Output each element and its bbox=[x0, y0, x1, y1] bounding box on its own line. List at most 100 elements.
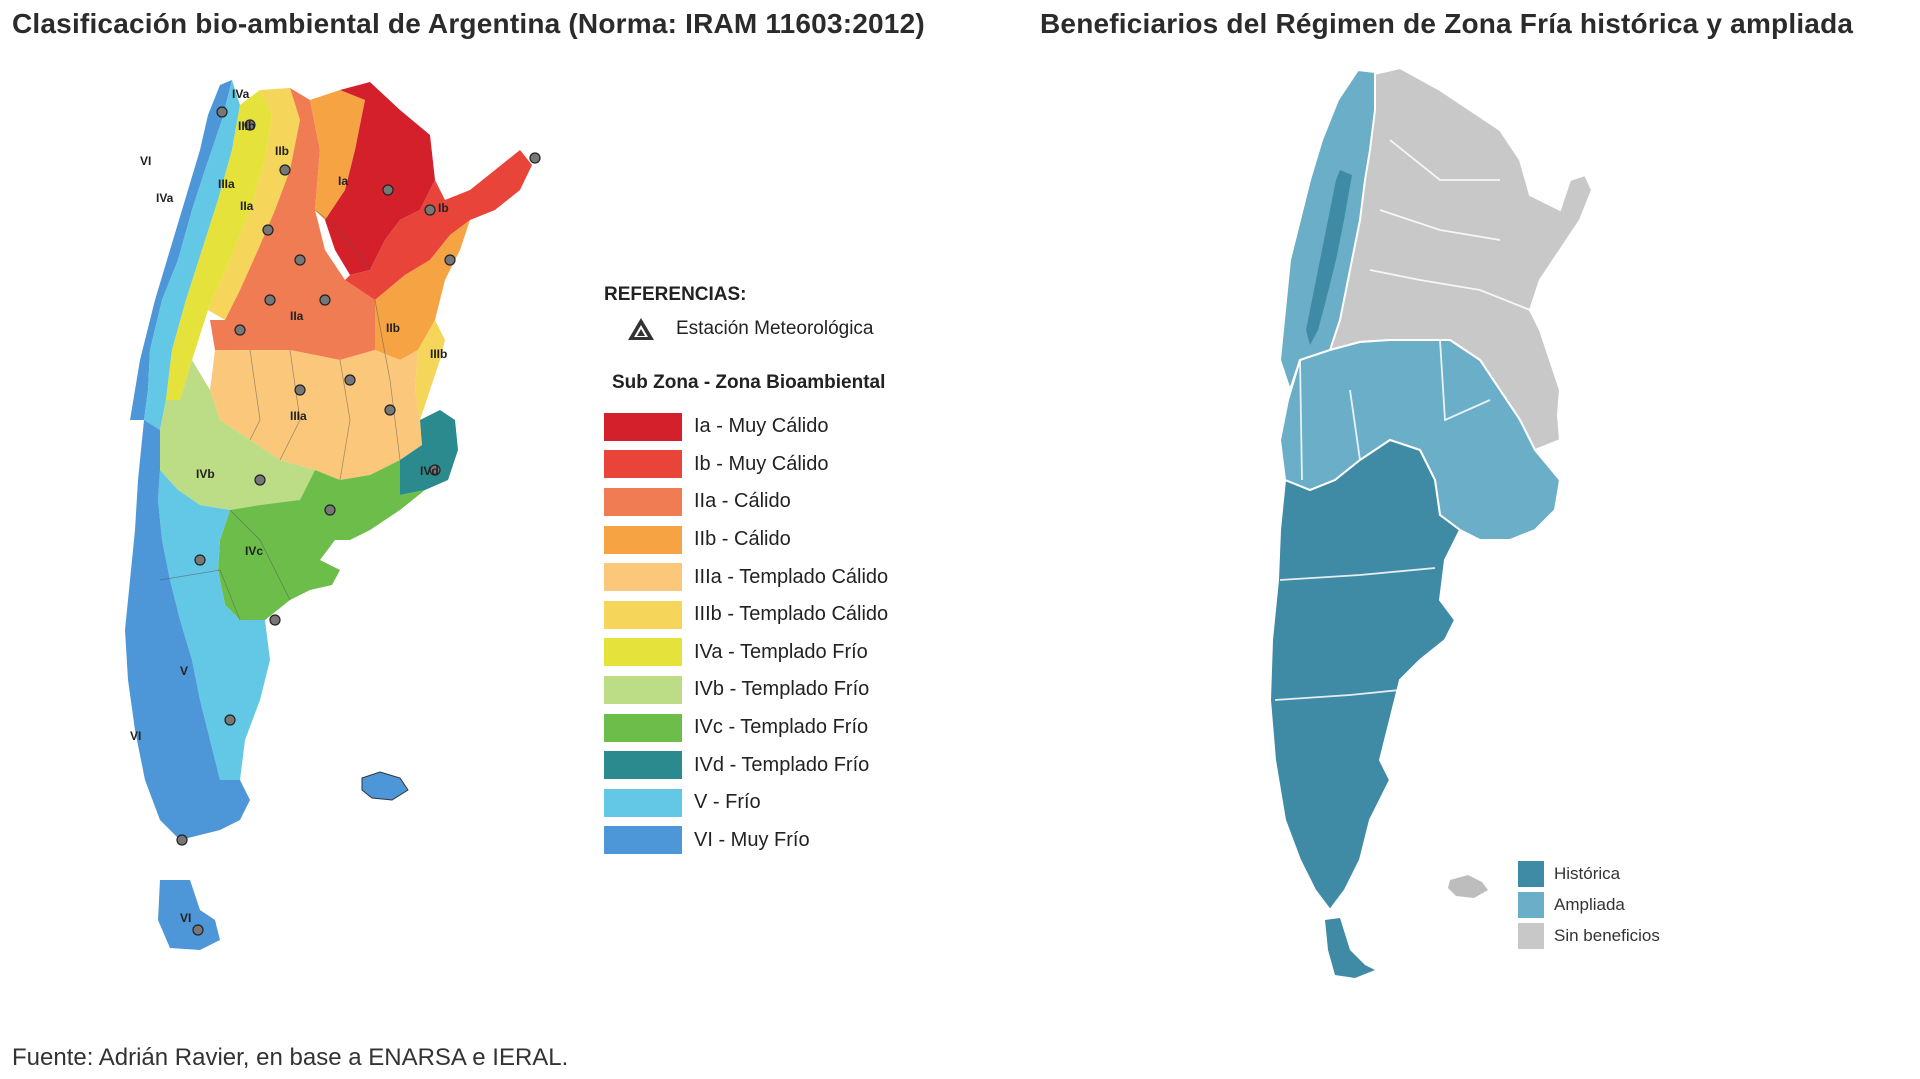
map-label: Ib bbox=[438, 201, 449, 215]
zone-label: IVc - Templado Frío bbox=[694, 716, 869, 739]
zone-label: Ib - Muy Cálido bbox=[694, 452, 829, 475]
zone-ia bbox=[325, 82, 435, 275]
zone-swatch bbox=[604, 600, 682, 629]
map-label: IIIb bbox=[238, 119, 255, 133]
zone-label: VI - Muy Frío bbox=[694, 828, 810, 851]
zone-ivc bbox=[218, 460, 425, 620]
zone-label: IVd - Templado Frío bbox=[694, 753, 870, 776]
map-label: IIa bbox=[240, 199, 254, 213]
references-title: REFERENCIAS: bbox=[604, 284, 747, 305]
map-label: IVb bbox=[196, 467, 215, 481]
zone-legend-item: V - Frío bbox=[604, 784, 944, 822]
zone-legend-item: IVb - Templado Frío bbox=[604, 671, 944, 709]
right-map-title: Beneficiarios del Régimen de Zona Fría h… bbox=[1040, 8, 1854, 39]
zone-swatch bbox=[604, 450, 682, 479]
legend-item-historica: Histórica bbox=[1518, 858, 1660, 889]
legend-swatch bbox=[1518, 860, 1544, 887]
legend-swatch bbox=[1518, 891, 1544, 918]
zone-ib bbox=[345, 150, 532, 300]
map-label: IIIa bbox=[218, 177, 235, 191]
legend-item-ampliada: Ampliada bbox=[1518, 889, 1660, 920]
zone-swatch bbox=[604, 826, 682, 855]
zone-label: IIb - Cálido bbox=[694, 528, 791, 551]
left-map-title: Clasificación bio-ambiental de Argentina… bbox=[12, 8, 925, 39]
map-label: VI bbox=[180, 911, 191, 925]
zone-ivb bbox=[160, 360, 315, 510]
zone-legend-item: IIIb - Templado Cálido bbox=[604, 596, 944, 634]
zone-ivd bbox=[400, 410, 458, 495]
zone-swatch bbox=[604, 487, 682, 516]
zone-legend-item: Ia - Muy Cálido bbox=[604, 408, 944, 446]
zone-v-north bbox=[144, 80, 240, 430]
zone-swatch bbox=[604, 412, 682, 441]
zone-iiib-east bbox=[415, 320, 445, 420]
zone-vi-north bbox=[130, 80, 232, 420]
map-label: V bbox=[180, 664, 188, 678]
zona-fria-beneficiaries-map bbox=[1268, 66, 1594, 978]
map-label: IIIb bbox=[430, 347, 447, 361]
source-note: Fuente: Adrián Ravier, en base a ENARSA … bbox=[12, 1044, 569, 1071]
zone-iib-east bbox=[375, 220, 470, 360]
zone-label: IIa - Cálido bbox=[694, 490, 791, 513]
zone-swatch bbox=[604, 713, 682, 742]
malvinas-islands-right bbox=[1448, 875, 1488, 898]
zone-iia bbox=[210, 88, 375, 360]
malvinas-islands bbox=[361, 771, 409, 801]
zone-swatch bbox=[604, 788, 682, 817]
zone-label: IIIa - Templado Cálido bbox=[694, 565, 889, 588]
zone-vi-tierra-del-fuego bbox=[158, 880, 220, 950]
legend-swatch bbox=[1518, 922, 1544, 949]
zone-swatch bbox=[604, 525, 682, 554]
zone-swatch bbox=[604, 563, 682, 592]
region-historica-andes-north bbox=[1306, 170, 1352, 345]
map-label: IIIa bbox=[290, 409, 307, 423]
map-label: VI bbox=[140, 154, 151, 168]
region-historica-south bbox=[1268, 438, 1462, 912]
zone-vi-south bbox=[125, 420, 250, 840]
zone-iiia bbox=[210, 350, 422, 480]
legend-label: Histórica bbox=[1554, 863, 1621, 883]
weather-stations bbox=[176, 106, 541, 936]
legend-label: Ampliada bbox=[1554, 894, 1625, 914]
zone-label: Ia - Muy Cálido bbox=[694, 415, 829, 438]
subzone-title: Sub Zona - Zona Bioambiental bbox=[612, 372, 886, 393]
map-label: IIa bbox=[290, 309, 304, 323]
zone-iib bbox=[310, 90, 365, 220]
zone-legend-item: VI - Muy Frío bbox=[604, 822, 944, 860]
station-legend-item: Estación Meteorológica bbox=[626, 316, 944, 342]
zone-label: IVa - Templado Frío bbox=[694, 640, 868, 663]
zone-label: IIIb - Templado Cálido bbox=[694, 603, 889, 626]
zone-legend-item: IVd - Templado Frío bbox=[604, 746, 944, 784]
zona-fria-legend: Histórica Ampliada Sin beneficios bbox=[1518, 858, 1660, 951]
zone-legend-item: IIa - Cálido bbox=[604, 483, 944, 521]
zone-legend-item: Ib - Muy Cálido bbox=[604, 446, 944, 484]
zone-iiib-north bbox=[208, 88, 300, 320]
legend-label: Sin beneficios bbox=[1554, 925, 1660, 945]
zone-iva bbox=[166, 90, 272, 400]
map-label: Ia bbox=[338, 174, 348, 188]
zone-swatch bbox=[604, 751, 682, 780]
zone-list: Ia - Muy Cálido Ib - Muy Cálido IIa - Cá… bbox=[604, 408, 944, 859]
map-label: VI bbox=[130, 729, 141, 743]
map-label: IIb bbox=[386, 321, 400, 335]
zone-swatch bbox=[604, 675, 682, 704]
zone-legend-item: IVc - Templado Frío bbox=[604, 709, 944, 747]
station-label: Estación Meteorológica bbox=[676, 318, 874, 339]
zone-label: IVb - Templado Frío bbox=[694, 678, 870, 701]
map-label: IVd bbox=[420, 464, 439, 478]
zone-legend-item: IIIa - Templado Cálido bbox=[604, 558, 944, 596]
legend-item-sin-beneficios: Sin beneficios bbox=[1518, 920, 1660, 951]
zone-legend-item: IIb - Cálido bbox=[604, 521, 944, 559]
map-label: IVa bbox=[232, 87, 250, 101]
bioenvironmental-legend: REFERENCIAS: Estación Meteorológica Sub … bbox=[604, 284, 944, 859]
zone-legend-item: IVa - Templado Frío bbox=[604, 634, 944, 672]
map-label: IVa bbox=[156, 191, 174, 205]
zone-v-south bbox=[158, 470, 270, 780]
triangle-station-icon bbox=[628, 318, 654, 340]
zone-label: V - Frío bbox=[694, 791, 761, 814]
zone-swatch bbox=[604, 638, 682, 667]
bioenvironmental-zones-map: IVa IIIb IIb VI IIIa Ia IVa IIa Ib IIa I… bbox=[125, 80, 541, 950]
map-label: IIb bbox=[275, 144, 289, 158]
region-historica-tierra-del-fuego bbox=[1325, 918, 1375, 978]
map-label: IVc bbox=[245, 544, 263, 558]
